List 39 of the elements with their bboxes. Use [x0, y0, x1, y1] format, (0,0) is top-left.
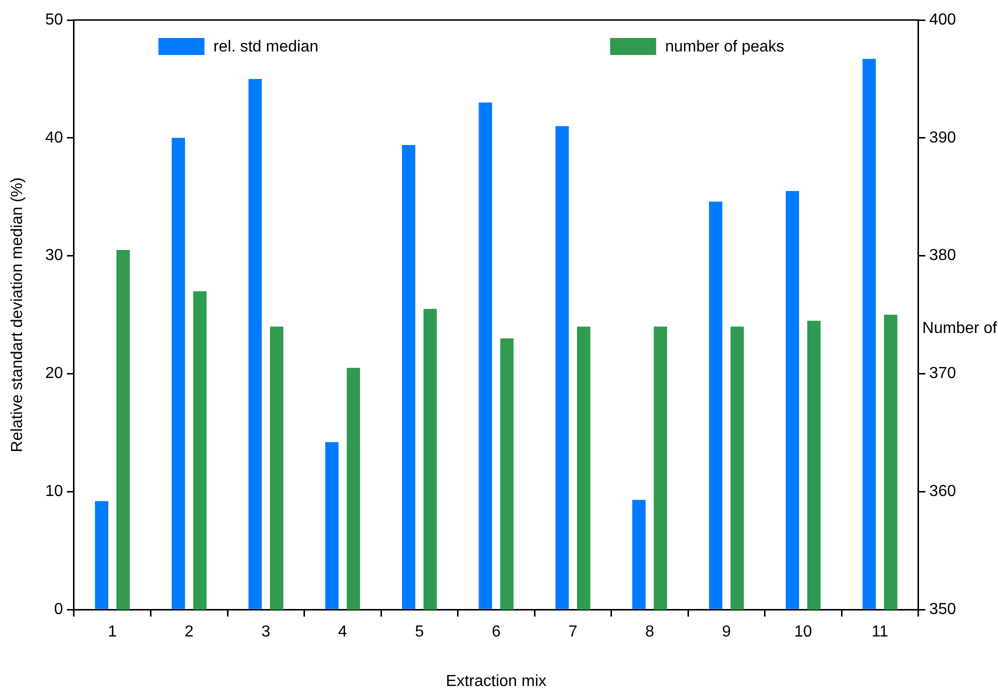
bar: [248, 78, 262, 609]
x-tick-label: 11: [872, 624, 888, 641]
x-tick-label: 5: [414, 624, 424, 641]
y2-tick-label: 380: [929, 247, 956, 264]
x-tick-label: 1: [108, 624, 117, 641]
y2-tick-label: 360: [929, 483, 956, 500]
x-tick-label: 7: [568, 624, 578, 641]
x-tick-label: 6: [492, 624, 501, 641]
bar: [172, 138, 186, 609]
y-tick-label: 20: [45, 365, 64, 382]
y2-tick-label: 400: [929, 11, 956, 28]
bar: [402, 144, 416, 609]
bar: [94, 501, 108, 609]
y-tick-label: 40: [45, 129, 64, 146]
bar: [556, 126, 569, 609]
x-tick-label: 4: [338, 624, 348, 641]
bar: [325, 442, 339, 609]
y-tick-label: 0: [54, 601, 64, 618]
legend-label: rel. std median: [213, 38, 318, 56]
x-tick-label: 8: [645, 624, 654, 641]
bar: [786, 190, 800, 609]
y2-tick-label: 370: [929, 365, 956, 382]
x-tick-label: 10: [794, 624, 812, 641]
x-tick-label: 2: [184, 624, 194, 641]
y-axis-title: Relative standart deviation median (%): [9, 177, 26, 452]
x-tick-label: 3: [261, 624, 270, 641]
bar: [632, 500, 646, 609]
x-axis-title: Extraction mix: [446, 672, 546, 690]
y2-axis-title: Number of: [922, 320, 998, 338]
y2-tick-label: 350: [929, 601, 956, 618]
y2-tick-label: 390: [929, 129, 956, 146]
y-tick-label: 30: [45, 247, 64, 264]
x-tick-label: 9: [722, 624, 731, 641]
bar: [862, 58, 876, 609]
y-tick-label: 10: [45, 483, 64, 500]
bar: [478, 102, 492, 609]
y-tick-label: 50: [45, 11, 64, 28]
bar: [709, 202, 722, 609]
legend-label: number of peaks: [665, 38, 784, 56]
